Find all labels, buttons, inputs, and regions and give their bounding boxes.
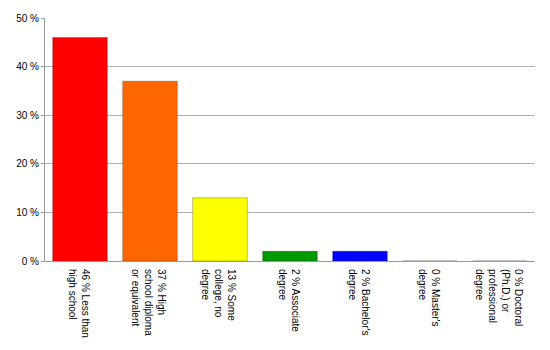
svg-text:0 %: 0 % [22, 256, 39, 267]
svg-text:30 %: 30 % [16, 110, 39, 121]
svg-text:40 %: 40 % [16, 61, 39, 72]
svg-text:2 % Associatedegree: 2 % Associatedegree [277, 269, 301, 332]
svg-text:13 % Somecollege, nodegree: 13 % Somecollege, nodegree [200, 269, 237, 321]
svg-text:50 %: 50 % [16, 13, 39, 24]
svg-text:2 % Bachelor'sdegree: 2 % Bachelor'sdegree [347, 269, 371, 335]
svg-text:37 % Highschool diplomaor equi: 37 % Highschool diplomaor equivalent [130, 269, 167, 336]
svg-text:46 % Less thanhigh school: 46 % Less thanhigh school [67, 269, 91, 338]
svg-text:20 %: 20 % [16, 158, 39, 169]
svg-text:0 % Master'sdegree: 0 % Master'sdegree [417, 269, 441, 326]
svg-text:0 % Doctoral(Ph.D.) orprofessi: 0 % Doctoral(Ph.D.) orprofessionaldegree [474, 269, 524, 326]
svg-text:10 %: 10 % [16, 207, 39, 218]
